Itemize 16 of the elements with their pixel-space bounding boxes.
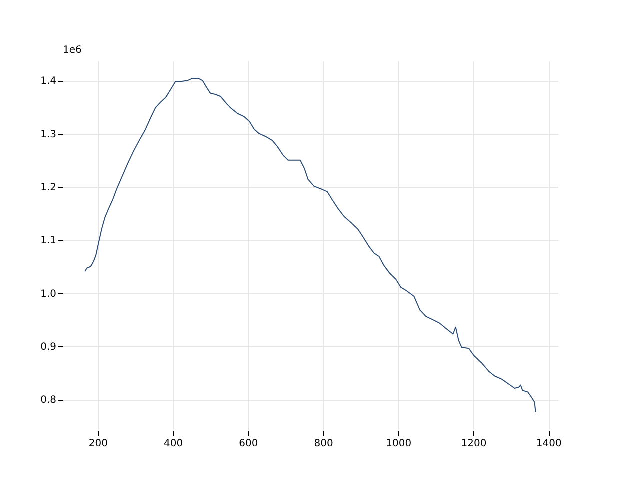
x-tick-label: 1200 (461, 438, 487, 450)
x-tick-label: 800 (314, 438, 334, 450)
y-tick-label: 1.1 (40, 236, 56, 247)
x-tick-label: 1000 (386, 438, 412, 450)
y-tick-label: 0.9 (40, 342, 56, 353)
y-tick-label: 1.2 (40, 182, 56, 194)
x-tick-label: 400 (164, 438, 184, 450)
y-tick-label: 1.4 (40, 76, 56, 88)
x-tick-label: 200 (88, 438, 108, 450)
y-tick-label: 1.0 (40, 288, 56, 300)
line-series (84, 78, 536, 413)
x-tick-label: 600 (239, 438, 258, 450)
y-tick-label: 0.8 (40, 395, 56, 406)
text: 1e6 (63, 45, 82, 56)
y-tick-label: 1.3 (40, 129, 56, 140)
x-tick-label: 1400 (536, 438, 562, 450)
